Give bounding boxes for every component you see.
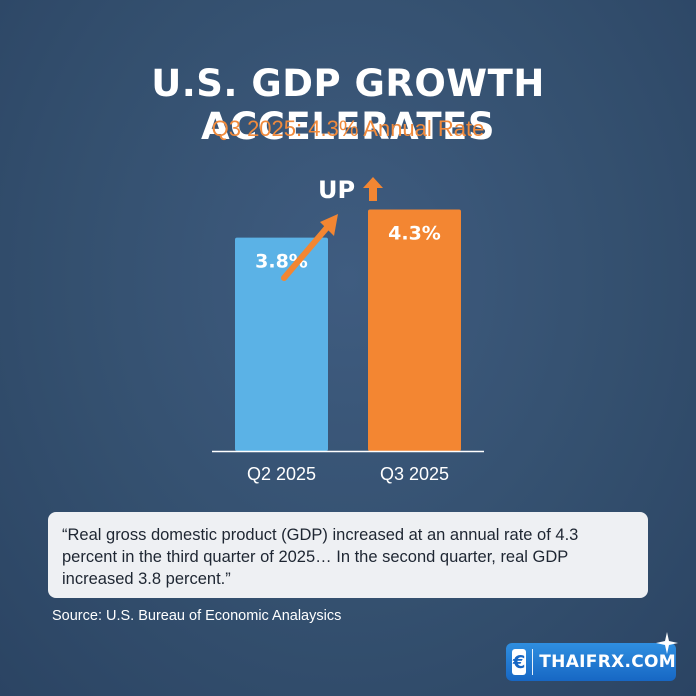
brand-badge[interactable]: € THAIFRX.COM: [506, 643, 676, 681]
sparkle-icon: [656, 632, 678, 654]
page-title: U.S. GDP GROWTH ACCELERATES: [151, 62, 545, 148]
badge-divider: [532, 649, 534, 675]
quote-box: “Real gross domestic product (GDP) incre…: [48, 512, 648, 598]
quote-text: “Real gross domestic product (GDP) incre…: [62, 526, 579, 588]
page-subtitle: Q3 2025: 4.3% Annual Rate: [211, 116, 485, 141]
bar-q2-2025: [235, 237, 328, 451]
trend-label: UP: [318, 176, 356, 204]
x-tick-label: Q3 2025: [380, 464, 449, 484]
data-label: 4.3%: [388, 223, 441, 245]
euro-icon: €: [512, 649, 527, 675]
brand-name: THAIFRX.COM: [539, 652, 676, 672]
trend-arrow-icon: [281, 214, 338, 281]
up-arrow-icon: [363, 177, 383, 201]
x-tick-label: Q2 2025: [247, 464, 316, 484]
source-note: Source: U.S. Bureau of Economic Analaysi…: [52, 608, 342, 624]
bar-q3-2025: [368, 209, 461, 451]
